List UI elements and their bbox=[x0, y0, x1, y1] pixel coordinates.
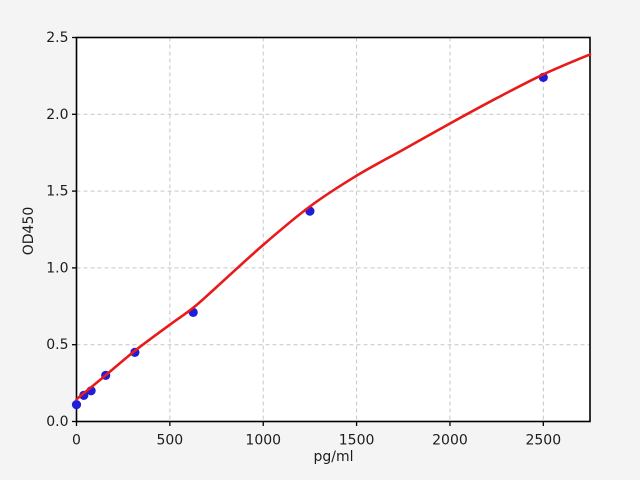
x-tick-label: 1500 bbox=[339, 433, 375, 449]
fit-curve bbox=[75, 53, 592, 401]
y-tick-label: 1.0 bbox=[46, 260, 68, 276]
x-tick-label: 1000 bbox=[245, 433, 281, 449]
x-axis-label: pg/ml bbox=[313, 449, 354, 465]
x-tick-label: 2500 bbox=[525, 433, 561, 449]
y-tick-label: 2.5 bbox=[46, 30, 68, 46]
plot-background bbox=[76, 37, 590, 422]
y-tick-label: 0.5 bbox=[46, 337, 68, 353]
axes-border bbox=[75, 36, 591, 423]
y-axis-label: OD450 bbox=[21, 206, 37, 256]
data-point bbox=[79, 390, 89, 400]
x-tick-label: 2000 bbox=[432, 433, 468, 449]
y-tick-label: 2.0 bbox=[46, 107, 68, 123]
y-tick-label: 0.0 bbox=[46, 414, 68, 430]
data-point bbox=[71, 400, 82, 410]
x-tick-label: 500 bbox=[156, 433, 183, 449]
y-tick-label: 1.5 bbox=[46, 184, 68, 200]
x-tick-label: 0 bbox=[72, 433, 81, 449]
